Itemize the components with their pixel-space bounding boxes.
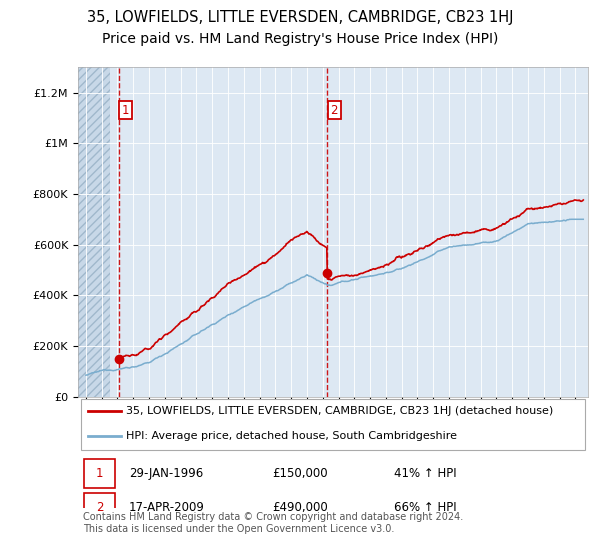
Text: 1: 1: [122, 104, 130, 116]
Text: £150,000: £150,000: [272, 467, 328, 480]
Text: 35, LOWFIELDS, LITTLE EVERSDEN, CAMBRIDGE, CB23 1HJ: 35, LOWFIELDS, LITTLE EVERSDEN, CAMBRIDG…: [87, 10, 513, 25]
Bar: [78, 67, 110, 396]
FancyBboxPatch shape: [80, 399, 586, 450]
Text: 66% ↑ HPI: 66% ↑ HPI: [394, 501, 457, 514]
FancyBboxPatch shape: [84, 459, 115, 488]
Bar: [78, 67, 110, 396]
Text: 2: 2: [95, 501, 103, 514]
Text: HPI: Average price, detached house, South Cambridgeshire: HPI: Average price, detached house, Sout…: [127, 431, 457, 441]
Text: 17-APR-2009: 17-APR-2009: [129, 501, 205, 514]
Text: 1: 1: [95, 467, 103, 480]
Text: 29-JAN-1996: 29-JAN-1996: [129, 467, 203, 480]
Text: 35, LOWFIELDS, LITTLE EVERSDEN, CAMBRIDGE, CB23 1HJ (detached house): 35, LOWFIELDS, LITTLE EVERSDEN, CAMBRIDG…: [127, 406, 554, 416]
Text: 41% ↑ HPI: 41% ↑ HPI: [394, 467, 457, 480]
Text: 2: 2: [331, 104, 338, 116]
Text: Price paid vs. HM Land Registry's House Price Index (HPI): Price paid vs. HM Land Registry's House …: [102, 32, 498, 46]
Text: Contains HM Land Registry data © Crown copyright and database right 2024.
This d: Contains HM Land Registry data © Crown c…: [83, 512, 463, 534]
Text: £490,000: £490,000: [272, 501, 328, 514]
FancyBboxPatch shape: [84, 493, 115, 521]
